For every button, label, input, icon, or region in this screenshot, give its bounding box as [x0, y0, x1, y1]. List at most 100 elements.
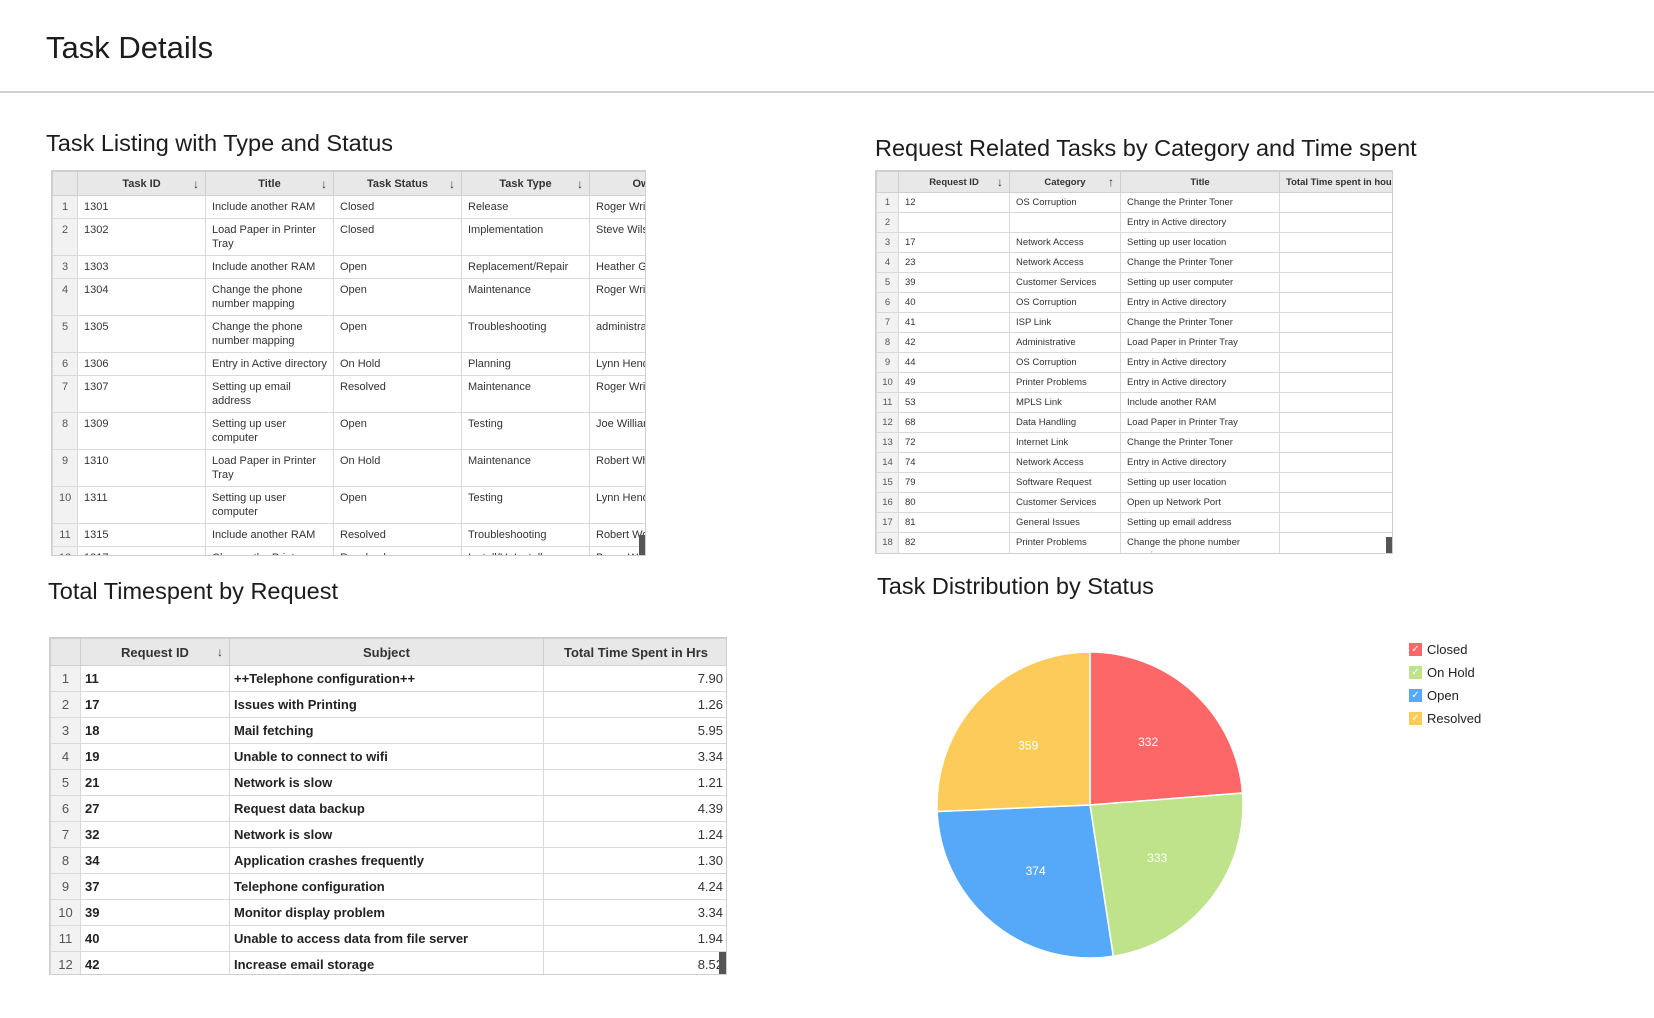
- column-header-owner[interactable]: Ow: [589, 171, 645, 196]
- category-cell: Administrative: [1009, 332, 1121, 353]
- column-header-total-time[interactable]: Total Time Spent in Hrs: [543, 638, 726, 666]
- table-row[interactable]: 6 27 Request data backup 4.39: [50, 795, 726, 822]
- legend-item[interactable]: ✓ Open: [1409, 684, 1481, 707]
- horizontal-scrollbar[interactable]: [639, 535, 645, 555]
- table-row[interactable]: 18 82 Printer Problems Change the phone num…: [876, 532, 1392, 553]
- row-number: 6: [52, 352, 78, 376]
- task-id-cell: 1315: [77, 523, 206, 547]
- pie-slice-closed[interactable]: [1089, 651, 1244, 806]
- request-tasks-grid[interactable]: Request ID ↓ Category ↑ Title Total Time s…: [875, 170, 1393, 554]
- horizontal-scrollbar[interactable]: [1386, 537, 1392, 553]
- table-row[interactable]: 2 Entry in Active directory: [876, 212, 1392, 233]
- column-header-task-status[interactable]: Task Status ↓: [333, 171, 462, 196]
- checkbox-icon[interactable]: ✓: [1409, 666, 1422, 679]
- sort-down-icon[interactable]: ↓: [217, 645, 223, 659]
- sort-down-icon[interactable]: ↓: [997, 175, 1003, 189]
- status-pie-chart[interactable]: 332 333 374 359: [930, 645, 1250, 965]
- task-listing-grid[interactable]: Task ID ↓ Title ↓ Task Status ↓ Task Type ↓ …: [51, 170, 646, 556]
- table-row[interactable]: 3 18 Mail fetching 5.95: [50, 717, 726, 744]
- title-cell: Setting up user location: [1120, 232, 1280, 253]
- table-row[interactable]: 9 44 OS Corruption Entry in Active director…: [876, 352, 1392, 373]
- table-row[interactable]: 3 1303 Include another RAM Open Replacement/…: [52, 255, 645, 279]
- sort-up-icon[interactable]: ↑: [1108, 175, 1114, 189]
- task-status-cell: Resolved: [333, 523, 462, 547]
- table-row[interactable]: 121317Change the Printer TonerResolvedIn…: [52, 546, 645, 555]
- title-cell: Include another RAM: [205, 523, 334, 547]
- table-row[interactable]: 7 41 ISP Link Change the Printer Toner: [876, 312, 1392, 333]
- table-row[interactable]: 10 39 Monitor display problem 3.34: [50, 899, 726, 926]
- column-header-request-id[interactable]: Request ID ↓: [898, 171, 1010, 193]
- task-id-cell: 1304: [77, 278, 206, 316]
- table-row[interactable]: 8 1309 Setting up user computer Open Testing…: [52, 412, 645, 450]
- table-row[interactable]: 9 37 Telephone configuration 4.24: [50, 873, 726, 900]
- table-row[interactable]: 17 81 General Issues Setting up email addre…: [876, 512, 1392, 533]
- table-row[interactable]: 12 42 Increase email storage 8.52: [50, 951, 726, 974]
- table-row[interactable]: 11 40 Unable to access data from file serv…: [50, 925, 726, 952]
- legend-item[interactable]: ✓ Resolved: [1409, 707, 1481, 730]
- total-time-cell: 1.21: [543, 769, 726, 796]
- pie-slice-resolved[interactable]: [936, 651, 1091, 813]
- column-header-request-id[interactable]: Request ID ↓: [80, 638, 230, 666]
- column-header-title[interactable]: Title: [1120, 171, 1280, 193]
- sort-down-icon[interactable]: ↓: [321, 176, 327, 191]
- column-header-category[interactable]: Category ↑: [1009, 171, 1121, 193]
- column-header-total-time[interactable]: Total Time spent in hou: [1279, 171, 1392, 193]
- checkbox-icon[interactable]: ✓: [1409, 689, 1422, 702]
- table-row[interactable]: 4 19 Unable to connect to wifi 3.34: [50, 743, 726, 770]
- table-row[interactable]: 11 53 MPLS Link Include another RAM: [876, 392, 1392, 413]
- column-header-task-type[interactable]: Task Type ↓: [461, 171, 590, 196]
- table-row[interactable]: 5 1305 Change the phone number mapping Open…: [52, 315, 645, 353]
- task-id-cell: 1309: [77, 412, 206, 450]
- checkbox-icon[interactable]: ✓: [1409, 643, 1422, 656]
- title-cell: Change the phone number mapping: [1120, 532, 1280, 553]
- table-row[interactable]: 6 40 OS Corruption Entry in Active director…: [876, 292, 1392, 313]
- category-cell: Network Access: [1009, 232, 1121, 253]
- table-row[interactable]: 5 39 Customer Services Setting up user comp…: [876, 272, 1392, 293]
- table-row[interactable]: 8 34 Application crashes frequently 1.30: [50, 847, 726, 874]
- table-row[interactable]: 12 68 Data Handling Load Paper in Printer T…: [876, 412, 1392, 433]
- table-row[interactable]: 2 17 Issues with Printing 1.26: [50, 691, 726, 718]
- table-row[interactable]: 9 1310 Load Paper in Printer Tray On Hold Ma…: [52, 449, 645, 487]
- row-number: 8: [52, 412, 78, 450]
- pie-slice-on-hold[interactable]: [1089, 792, 1244, 958]
- table-row[interactable]: 2 1302 Load Paper in Printer Tray Closed Imp…: [52, 218, 645, 256]
- table-row[interactable]: 6 1306 Entry in Active directory On Hold Pla…: [52, 352, 645, 376]
- table-row[interactable]: 10 1311 Setting up user computer Open Testin…: [52, 486, 645, 524]
- pie-slice-open[interactable]: [936, 804, 1115, 959]
- title-cell: Change the Printer Toner: [1120, 312, 1280, 333]
- timespent-grid[interactable]: Request ID ↓ Subject Total Time Spent in …: [49, 637, 727, 975]
- horizontal-scrollbar[interactable]: [719, 952, 726, 974]
- table-row[interactable]: 10 49 Printer Problems Entry in Active dire…: [876, 372, 1392, 393]
- table-row[interactable]: 1 12 OS Corruption Change the Printer Toner: [876, 192, 1392, 213]
- row-number: 4: [876, 252, 899, 273]
- total-time-cell: [1279, 532, 1392, 553]
- table-row[interactable]: 1 1301 Include another RAM Closed Release Rog…: [52, 195, 645, 219]
- table-row[interactable]: 8 42 Administrative Load Paper in Printer T…: [876, 332, 1392, 353]
- column-header-title[interactable]: Title ↓: [205, 171, 334, 196]
- table-row[interactable]: 4 1304 Change the phone number mapping Open…: [52, 278, 645, 316]
- checkbox-icon[interactable]: ✓: [1409, 712, 1422, 725]
- table-row[interactable]: 16 80 Customer Services Open up Network Por…: [876, 492, 1392, 513]
- request-id-cell: 39: [80, 899, 230, 926]
- legend-item[interactable]: ✓ Closed: [1409, 638, 1481, 661]
- sort-down-icon[interactable]: ↓: [577, 176, 583, 191]
- sort-down-icon[interactable]: ↓: [449, 176, 455, 191]
- legend-item[interactable]: ✓ On Hold: [1409, 661, 1481, 684]
- column-header-task-id[interactable]: Task ID ↓: [77, 171, 206, 196]
- column-header-subject[interactable]: Subject: [229, 638, 544, 666]
- table-row[interactable]: 13 72 Internet Link Change the Printer Tone…: [876, 432, 1392, 453]
- table-row[interactable]: 7 1307 Setting up email address Resolved Mai…: [52, 375, 645, 413]
- title-cell: Load Paper in Printer Tray: [205, 449, 334, 487]
- table-row[interactable]: 1 11 ++Telephone configuration++ 7.90: [50, 665, 726, 692]
- table-row[interactable]: 7 32 Network is slow 1.24: [50, 821, 726, 848]
- table-row[interactable]: 15 79 Software Request Setting up user loca…: [876, 472, 1392, 493]
- table-row[interactable]: 4 23 Network Access Change the Printer Tone…: [876, 252, 1392, 273]
- table-row[interactable]: 5 21 Network is slow 1.21: [50, 769, 726, 796]
- sort-down-icon[interactable]: ↓: [193, 176, 199, 191]
- request-id-cell: 32: [80, 821, 230, 848]
- table-row[interactable]: 11 1315 Include another RAM Resolved Trouble…: [52, 523, 645, 547]
- table-row[interactable]: 14 74 Network Access Entry in Active direct…: [876, 452, 1392, 473]
- task-status-cell: On Hold: [333, 352, 462, 376]
- row-number: 1: [50, 665, 81, 692]
- table-row[interactable]: 3 17 Network Access Setting up user locatio…: [876, 232, 1392, 253]
